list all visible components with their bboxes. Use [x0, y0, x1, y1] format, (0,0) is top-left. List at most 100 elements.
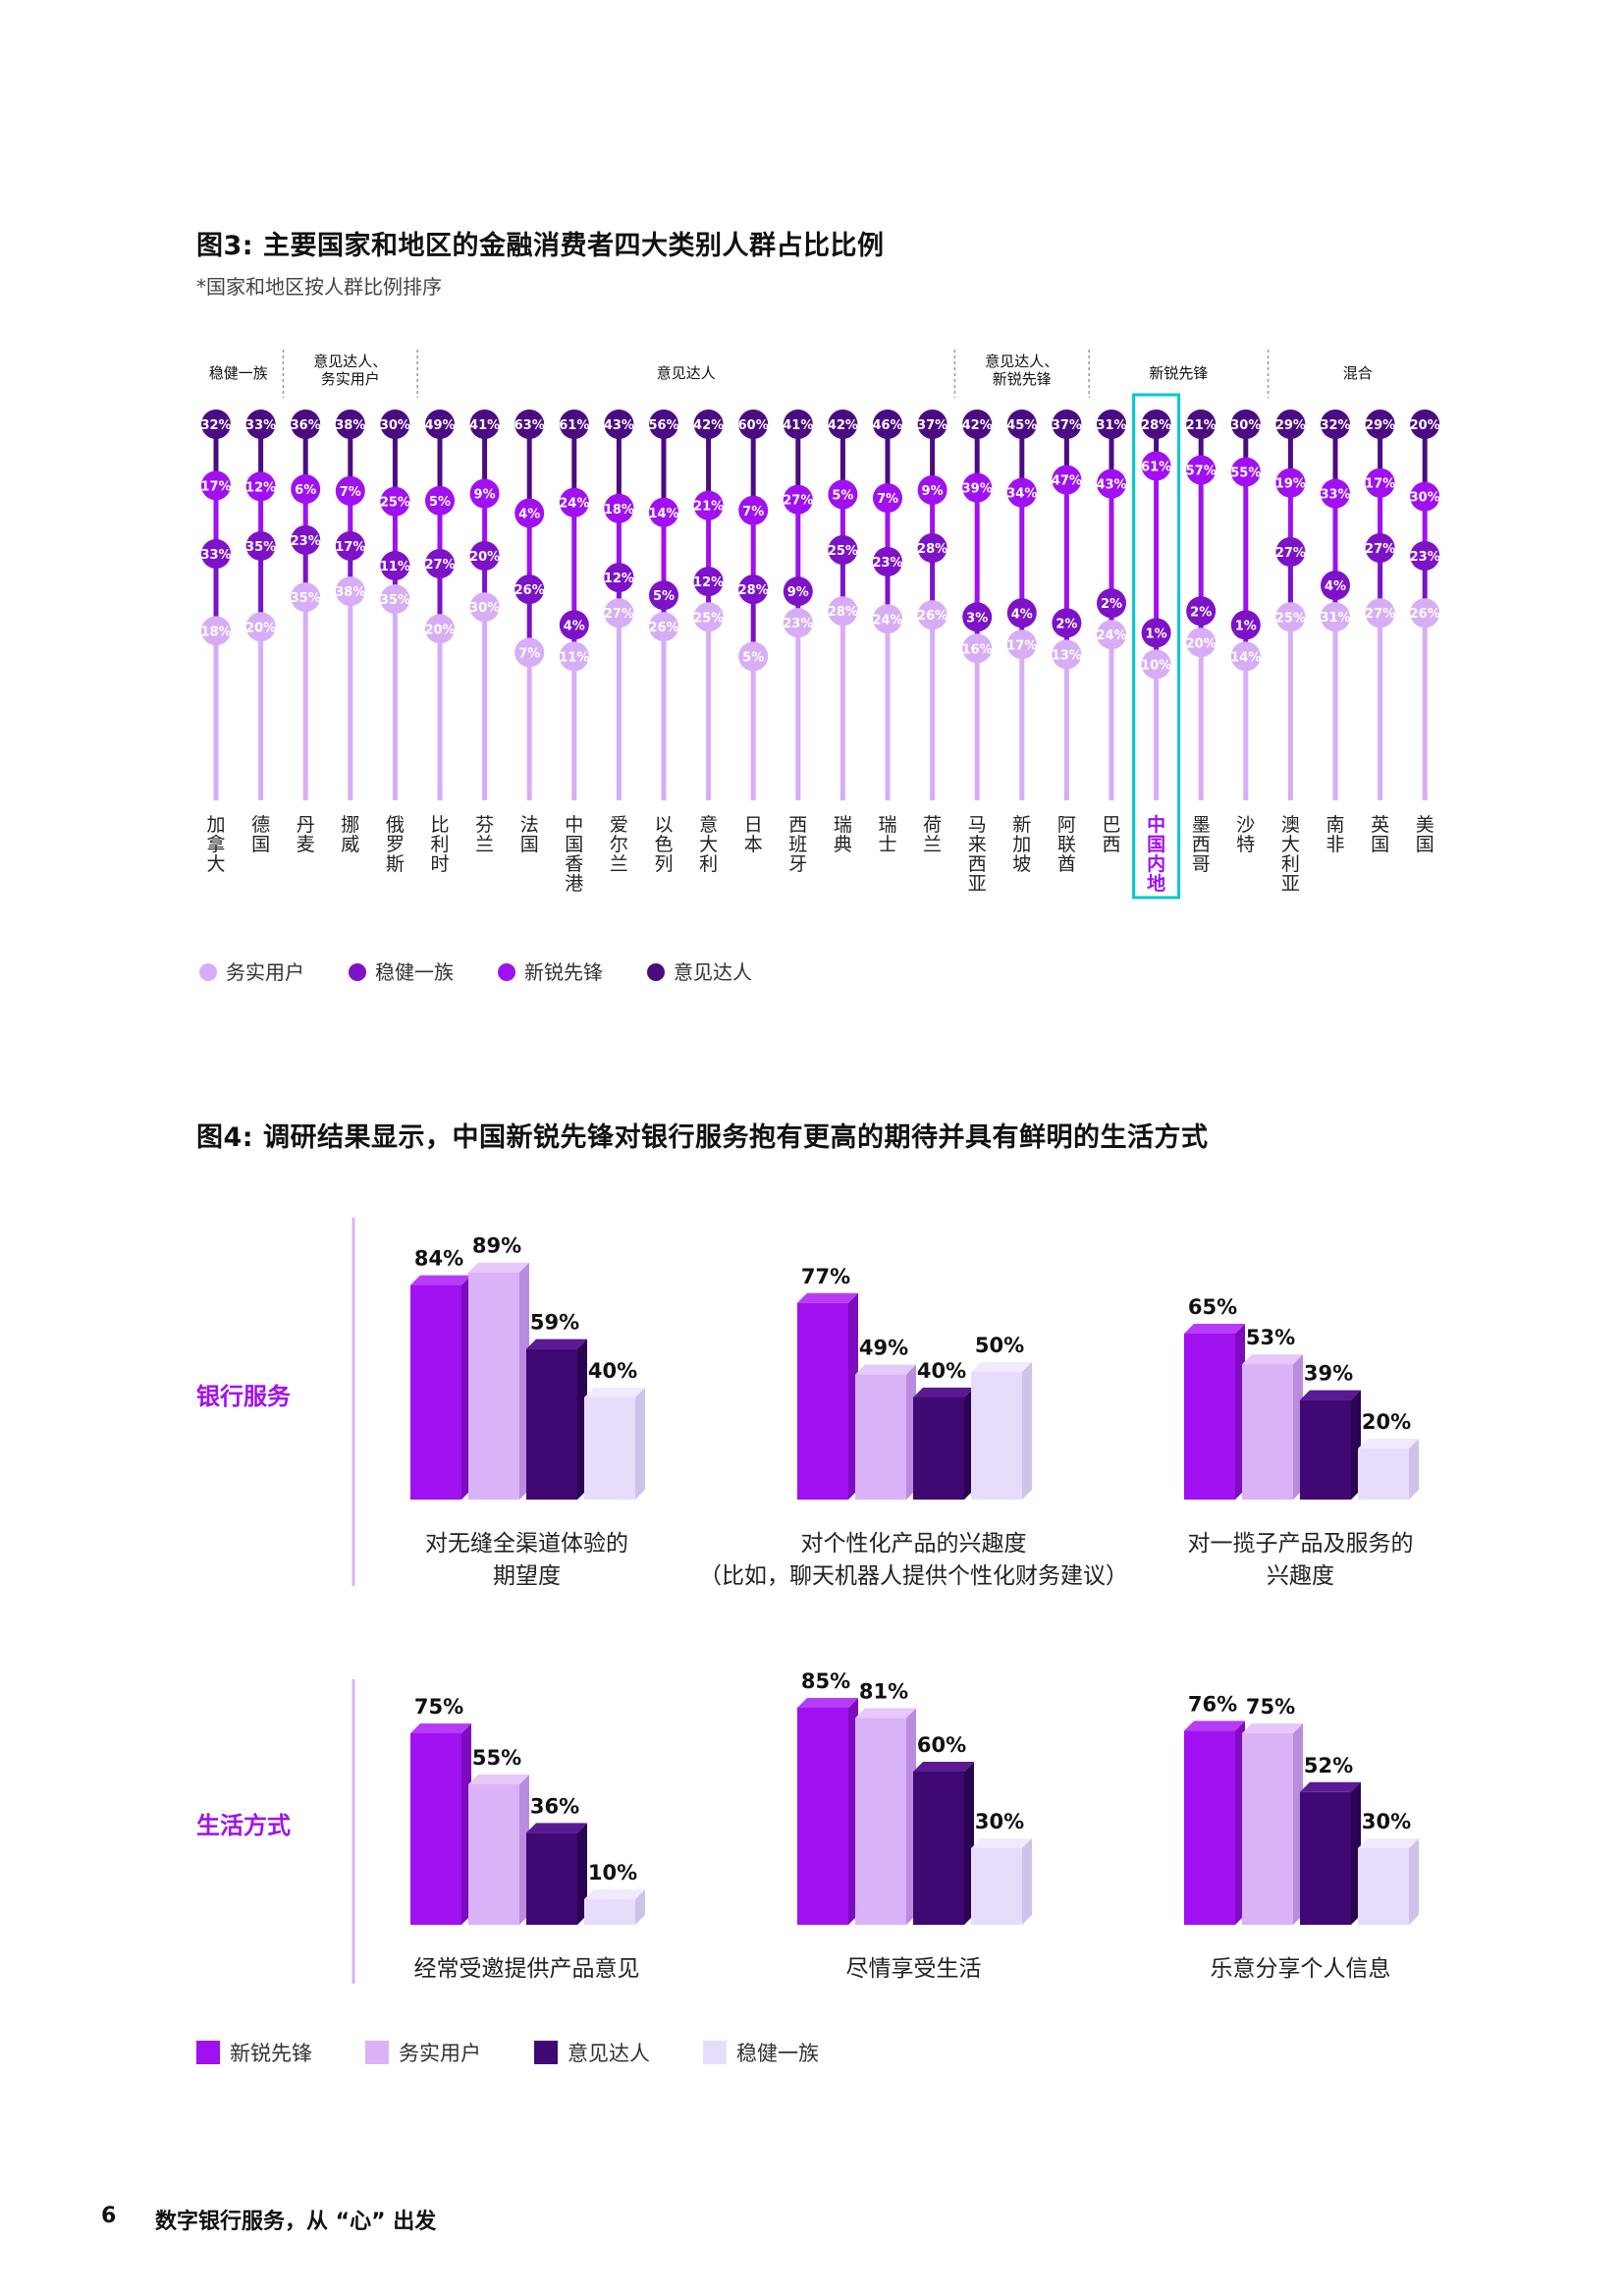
- bar: [797, 1302, 848, 1500]
- bar-top: [1184, 1721, 1245, 1731]
- dot-pioneer: [1275, 467, 1306, 498]
- chart-caption: 对一揽子产品及服务的: [1188, 1531, 1414, 1557]
- dot-label-opinion: 36%: [291, 418, 321, 433]
- dot-label-pioneer: 9%: [474, 488, 496, 503]
- dot-label-pioneer: 9%: [922, 484, 944, 499]
- dot-label-opinion: 49%: [424, 418, 455, 433]
- dot-label-steady: 12%: [693, 575, 724, 590]
- bar-top: [584, 1388, 645, 1397]
- country-label: 兰: [610, 853, 628, 875]
- dot-opinion: [1141, 410, 1171, 439]
- dot-label-opinion: 42%: [828, 418, 858, 433]
- country-label: 亚: [1281, 873, 1300, 895]
- dot-steady: [1006, 598, 1037, 629]
- dot-label-pragmatic: 26%: [917, 609, 947, 624]
- dot-label-opinion: 29%: [1275, 418, 1306, 433]
- dot-label-opinion: 42%: [962, 418, 993, 433]
- dot-pragmatic: [469, 592, 500, 623]
- bar-top: [1300, 1781, 1361, 1792]
- bar: [855, 1718, 906, 1925]
- dot-opinion: [783, 410, 813, 439]
- dot-label-opinion: 32%: [1320, 418, 1350, 433]
- dot-label-opinion: 30%: [380, 418, 410, 433]
- country-label: 挪: [341, 814, 359, 836]
- bar: [1242, 1733, 1293, 1925]
- legend-dot-steady: [349, 963, 366, 981]
- dot-pioneer: [425, 485, 455, 516]
- dot-label-steady: 35%: [245, 540, 276, 555]
- dot-pioneer: [245, 471, 276, 502]
- bar-top: [468, 1775, 529, 1784]
- dot-label-pioneer: 30%: [1410, 491, 1440, 506]
- dot-steady: [1410, 541, 1440, 571]
- bar-value-label: 60%: [917, 1733, 966, 1757]
- dot-steady: [380, 551, 410, 581]
- dot-opinion: [335, 410, 365, 439]
- chart-caption: 经常受邀提供产品意见: [414, 1956, 640, 1982]
- dot-label-opinion: 21%: [1186, 418, 1217, 433]
- dot-label-steady: 23%: [291, 534, 321, 549]
- dot-pragmatic: [1141, 649, 1171, 680]
- country-label: 爱: [610, 814, 628, 836]
- dot-pioneer: [1097, 468, 1126, 499]
- dot-pioneer: [514, 498, 545, 528]
- country-label: 丹: [297, 814, 315, 836]
- bar-value-label: 52%: [1304, 1754, 1353, 1777]
- bar-side: [635, 1889, 645, 1925]
- dot-label-steady: 9%: [787, 585, 809, 600]
- dot-label-pioneer: 24%: [559, 497, 589, 512]
- country-label: 哥: [1192, 853, 1211, 875]
- country-label: 麦: [297, 834, 315, 855]
- dot-pragmatic: [1365, 598, 1395, 629]
- dot-label-steady: 1%: [1146, 627, 1167, 641]
- bar: [468, 1784, 519, 1925]
- dot-pragmatic: [1321, 602, 1350, 632]
- dot-label-steady: 27%: [424, 558, 455, 573]
- dot-label-opinion: 43%: [604, 418, 634, 433]
- country-label: 以: [654, 814, 673, 836]
- dot-steady: [1097, 588, 1126, 619]
- legend-label: 务实用户: [399, 2042, 481, 2065]
- dot-label-pragmatic: 17%: [1006, 638, 1037, 653]
- dot-label-pragmatic: 25%: [693, 611, 724, 626]
- country-label: 国: [520, 834, 539, 855]
- dot-label-steady: 1%: [1235, 619, 1257, 633]
- dot-label-steady: 27%: [1365, 542, 1395, 557]
- country-label: 地: [1147, 872, 1165, 895]
- dot-label-steady: 23%: [1410, 550, 1440, 565]
- dot-label-pragmatic: 31%: [1320, 611, 1350, 626]
- dot-label-steady: 2%: [1190, 605, 1212, 620]
- bar-value-label: 20%: [1362, 1410, 1411, 1434]
- dot-label-opinion: 56%: [648, 418, 678, 433]
- dot-pragmatic: [245, 612, 276, 642]
- country-label: 大: [206, 853, 225, 875]
- bar: [797, 1708, 848, 1925]
- dot-label-pragmatic: 28%: [828, 605, 858, 620]
- dot-steady: [1186, 596, 1217, 627]
- dot-opinion: [1321, 410, 1350, 439]
- dot-opinion: [1275, 410, 1306, 439]
- country-label: 西: [1192, 834, 1211, 855]
- dot-steady: [604, 563, 634, 593]
- country-label: 国: [251, 834, 270, 855]
- country-label: 荷: [923, 814, 942, 836]
- legend-dot-pragmatic: [199, 963, 217, 981]
- dot-opinion: [514, 410, 545, 439]
- bar: [526, 1348, 577, 1500]
- bar-top: [1300, 1390, 1361, 1400]
- country-label: 德: [251, 814, 270, 836]
- country-label: 典: [834, 834, 852, 855]
- dot-label-steady: 3%: [966, 611, 988, 626]
- dot-pioneer: [559, 487, 589, 518]
- dot-label-opinion: 60%: [738, 418, 769, 433]
- chart-caption: 期望度: [493, 1563, 561, 1589]
- bar-top: [1358, 1439, 1419, 1449]
- dot-label-steady: 20%: [469, 550, 500, 565]
- country-label: 香: [565, 853, 583, 875]
- dot-label-pioneer: 33%: [1320, 488, 1350, 503]
- dot-pragmatic: [693, 602, 724, 632]
- country-label: 大: [699, 834, 718, 855]
- dot-pragmatic: [291, 582, 321, 613]
- dot-steady: [1052, 608, 1082, 638]
- figure4-title: 图4: 调研结果显示，中国新锐先锋对银行服务抱有更高的期待并具有鲜明的生活方式: [196, 1122, 1209, 1153]
